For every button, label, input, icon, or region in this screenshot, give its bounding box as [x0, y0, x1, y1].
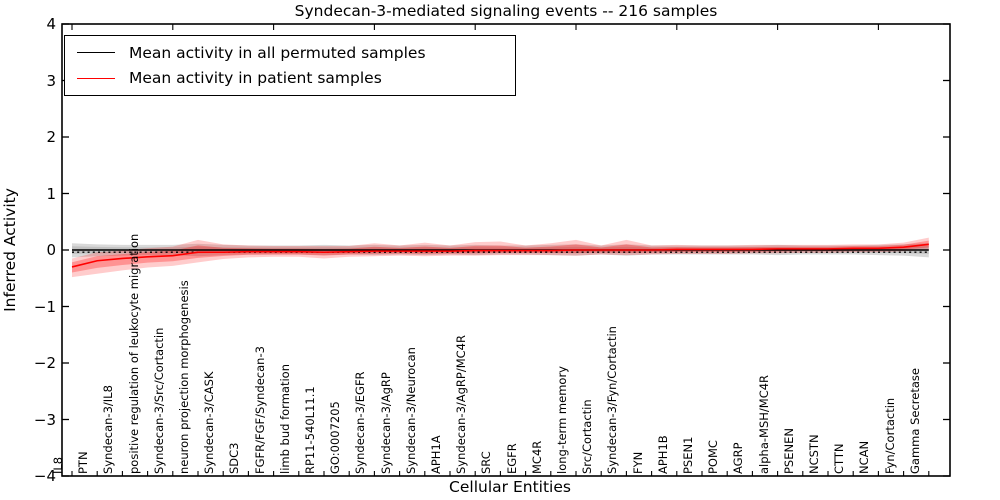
x-tick-label: Syndecan-3/Src/Cortactin	[151, 327, 166, 474]
x-tick-label: long-term memory	[555, 366, 569, 474]
x-tick-label: Syndecan-3/CASK	[202, 371, 217, 474]
x-tick-label: AGRP	[731, 442, 746, 474]
patient-mean-line	[71, 243, 929, 268]
x-tick-label: FGFR/FGF/Syndecan-3	[252, 346, 267, 474]
x-tick-label: PSEN1	[681, 436, 695, 474]
patient-band-outer	[72, 237, 929, 278]
x-tick-label: Syndecan-3/Neurocan	[403, 347, 418, 474]
y-tick-label: 2	[46, 128, 56, 146]
x-tick-label: alpha-MSH/MC4R	[756, 374, 771, 474]
y-tick-label: −4	[33, 467, 56, 485]
legend-line-swatch-black	[77, 52, 115, 54]
y-tick-label: 3	[46, 71, 56, 90]
x-tick-label: RP11-540L11.1	[303, 386, 317, 474]
x-tick-label: Syndecan-3/AgRP	[378, 372, 393, 474]
x-tick-label: PTN	[76, 451, 91, 474]
y-tick-label: 1	[46, 184, 56, 203]
legend-label-permuted: Mean activity in all permuted samples	[129, 43, 426, 62]
x-tick-label: NCAN	[857, 440, 872, 474]
y-tick-label: 4	[46, 15, 56, 33]
x-tick-label: positive regulation of leukocyte migrati…	[126, 233, 141, 474]
legend-entry-patient: Mean activity in patient samples	[65, 69, 515, 87]
x-tick-label: POMC	[706, 440, 721, 474]
x-tick-label: Syndecan-3/AgRP/MC4R	[454, 335, 469, 474]
x-tick-label: APH1B	[655, 435, 670, 474]
x-tick-label: Syndecan-3/EGFR	[353, 371, 368, 474]
x-tick-label: PSENEN	[781, 428, 796, 474]
patient-band-inner	[72, 240, 929, 273]
x-tick-label: NCSTN	[807, 434, 821, 474]
y-tick-label: −2	[33, 354, 56, 372]
y-tick-label: −3	[33, 410, 56, 429]
x-tick-label: Gamma Secretase	[907, 368, 922, 474]
x-tick-label: Syndecan-3/Fyn/Cortactin	[605, 326, 620, 474]
x-tick-label: GO:0007205	[328, 401, 343, 474]
y-tick-label: −1	[33, 297, 56, 316]
legend-entry-permuted: Mean activity in all permuted samples	[65, 44, 515, 62]
x-axis-title: Cellular Entities	[449, 478, 571, 496]
x-tick-label: CTTN	[832, 443, 847, 474]
x-tick-label: APH1A	[429, 435, 443, 474]
x-tick-label: EGFR	[504, 443, 519, 474]
x-tick-label: SDC3	[227, 442, 242, 474]
x-tick-label: IL8	[51, 456, 65, 474]
x-tick-label: SRC	[479, 451, 494, 474]
legend-line-swatch-red	[77, 77, 115, 79]
x-tick-label: MC4R	[529, 440, 544, 474]
x-tick-label: Syndecan-3/IL8	[101, 385, 116, 474]
legend: Mean activity in all permuted samples Me…	[64, 35, 516, 96]
x-tick-label: neuron projection morphogenesis	[177, 280, 191, 474]
x-tick-label: FYN	[630, 451, 645, 474]
legend-label-patient: Mean activity in patient samples	[129, 69, 382, 88]
x-tick-label: limb bud formation	[277, 364, 292, 474]
y-tick-label: 0	[46, 241, 56, 259]
chart-title: Syndecan-3-mediated signaling events -- …	[294, 2, 718, 20]
x-tick-label: Fyn/Cortactin	[882, 397, 897, 474]
x-tick-label: Src/Cortactin	[580, 399, 595, 474]
